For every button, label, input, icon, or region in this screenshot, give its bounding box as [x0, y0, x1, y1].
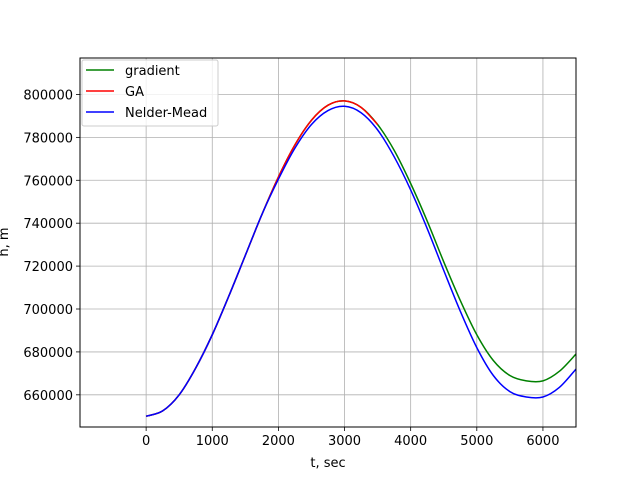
grid-layer [80, 58, 576, 427]
x-tick-label: 6000 [526, 434, 559, 449]
series-layer [145, 100, 576, 417]
y-axis-label: h, m [0, 227, 12, 256]
y-tick-label: 660000 [23, 389, 73, 404]
plot-frame [79, 57, 577, 428]
x-tick-label: 2000 [262, 434, 295, 449]
y-tick-label: 740000 [23, 217, 73, 232]
x-tick-label: 4000 [394, 434, 427, 449]
tick-layer: 0 1000 2000 3000 4000 5000 6000 660000 680000 700… [23, 88, 559, 449]
x-tick-label: 1000 [196, 434, 229, 449]
series-line-nelder-mead [145, 105, 576, 417]
x-axis-label: t, sec [310, 456, 345, 471]
x-tick-label: 5000 [460, 434, 493, 449]
y-tick-label: 760000 [23, 174, 73, 189]
y-tick-label: 720000 [23, 260, 73, 275]
legend-label-ga: GA [125, 85, 144, 100]
legend-box [81, 59, 219, 127]
y-tick-label: 800000 [23, 88, 73, 103]
y-tick-label: 780000 [23, 131, 73, 146]
legend-label-gradient: gradient [125, 64, 180, 79]
x-tick-label: 3000 [328, 434, 361, 449]
legend-label-nelder-mead: Nelder-Mead [125, 106, 207, 121]
y-tick-label: 700000 [23, 303, 73, 318]
legend: gradient GA Nelder-Mead [81, 59, 219, 127]
y-tick-label: 680000 [23, 346, 73, 361]
x-tick-label: 0 [142, 434, 150, 449]
